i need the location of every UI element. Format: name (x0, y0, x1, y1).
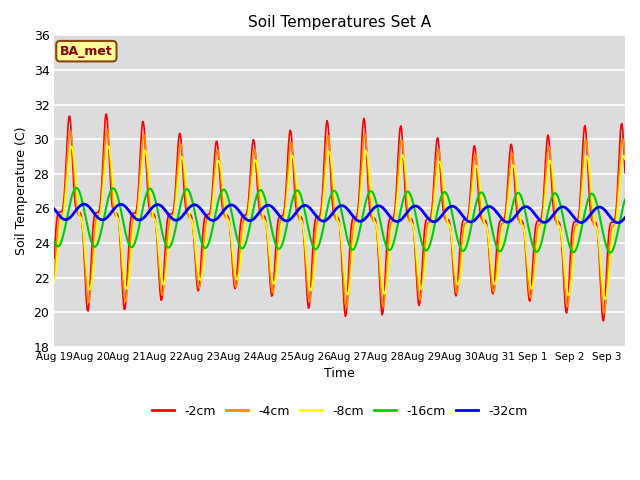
-16cm (316, 239, 324, 244)
-2cm (131, 210, 139, 216)
-16cm (131, 240, 139, 246)
-32cm (614, 220, 622, 226)
-8cm (52, 260, 60, 266)
Line: -2cm: -2cm (54, 114, 625, 321)
-2cm (294, 214, 302, 219)
-2cm (51, 255, 58, 261)
-8cm (104, 143, 112, 149)
-4cm (52, 239, 60, 245)
Title: Soil Temperatures Set A: Soil Temperatures Set A (248, 15, 431, 30)
-16cm (51, 238, 58, 244)
-2cm (474, 189, 482, 195)
-16cm (73, 185, 81, 191)
-4cm (621, 157, 629, 163)
-32cm (81, 201, 88, 207)
-8cm (316, 219, 324, 225)
-8cm (601, 297, 609, 302)
-8cm (51, 280, 58, 286)
Line: -16cm: -16cm (54, 188, 625, 252)
Line: -4cm: -4cm (54, 130, 625, 312)
-4cm (131, 214, 139, 220)
-32cm (51, 206, 58, 212)
-4cm (316, 216, 324, 222)
-32cm (52, 209, 60, 215)
Line: -8cm: -8cm (54, 146, 625, 300)
-16cm (474, 193, 482, 199)
-2cm (461, 216, 468, 222)
-16cm (607, 250, 614, 255)
-16cm (52, 243, 60, 249)
-32cm (316, 217, 324, 223)
-2cm (600, 318, 607, 324)
-4cm (294, 215, 302, 220)
-32cm (621, 215, 629, 221)
-2cm (102, 111, 110, 117)
-4cm (474, 175, 482, 181)
-32cm (294, 207, 302, 213)
-8cm (621, 156, 629, 162)
-16cm (461, 247, 468, 253)
-2cm (316, 212, 324, 218)
-4cm (461, 221, 468, 227)
Line: -32cm: -32cm (54, 204, 625, 223)
-16cm (621, 197, 629, 203)
Text: BA_met: BA_met (60, 45, 113, 58)
-4cm (600, 310, 608, 315)
-2cm (52, 219, 60, 225)
-32cm (461, 215, 468, 221)
-2cm (621, 170, 629, 176)
Legend: -2cm, -4cm, -8cm, -16cm, -32cm: -2cm, -4cm, -8cm, -16cm, -32cm (147, 400, 532, 423)
-16cm (294, 188, 302, 194)
-4cm (104, 127, 111, 132)
-8cm (474, 168, 482, 174)
-32cm (474, 213, 482, 219)
Y-axis label: Soil Temperature (C): Soil Temperature (C) (15, 127, 28, 255)
X-axis label: Time: Time (324, 367, 355, 380)
-8cm (461, 234, 468, 240)
-32cm (131, 215, 139, 221)
-8cm (294, 203, 302, 209)
-4cm (51, 275, 58, 281)
-8cm (131, 217, 139, 223)
